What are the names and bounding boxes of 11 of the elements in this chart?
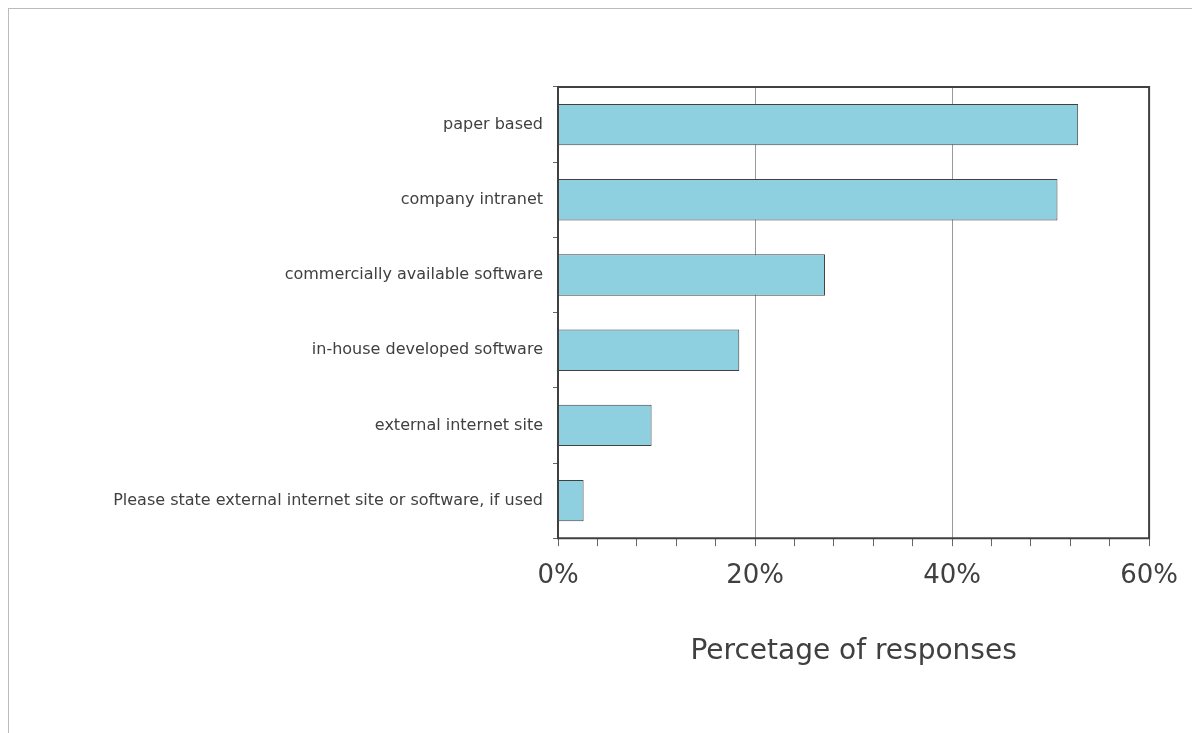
y-tick-label: paper based	[443, 113, 543, 133]
y-tick-label: company intranet	[400, 188, 543, 208]
y-tick-label: external internet site	[374, 414, 543, 434]
y-tick-label: commercially available software	[284, 264, 543, 284]
y-tick-label: in-house developed software	[311, 339, 543, 359]
x-axis-title: Percetage of responses	[690, 633, 1017, 667]
y-tick-label: Please state external internet site or software, if used	[113, 489, 543, 509]
x-tick-label: 40%	[923, 558, 981, 589]
x-tick-label: 20%	[726, 558, 784, 589]
x-tick-label: 0%	[537, 558, 579, 589]
x-tick-label: 60%	[1120, 558, 1178, 589]
